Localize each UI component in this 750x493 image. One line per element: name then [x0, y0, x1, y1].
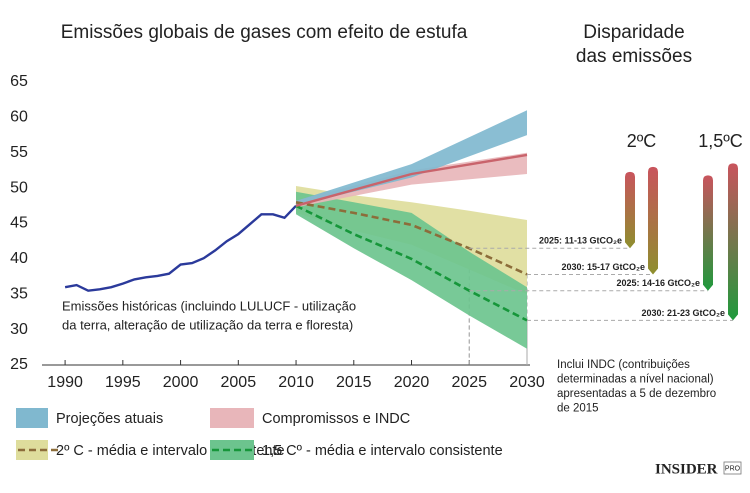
- gap-title: Disparidade: [583, 22, 684, 43]
- y-tick-label: 55: [10, 144, 28, 161]
- note: apresentadas a 5 de dezembro: [557, 388, 716, 400]
- median-line: [295, 204, 528, 322]
- range-band: [296, 191, 527, 349]
- series-annotation: Emissões históricas (incluindo LULUCF - …: [62, 298, 356, 313]
- note: de 2015: [557, 403, 599, 415]
- legend-swatch: [16, 408, 48, 428]
- x-tick-label: 1990: [47, 374, 83, 391]
- gap-bar: [648, 166, 658, 275]
- y-tick-label: 65: [10, 73, 28, 90]
- legend-label: Compromissos e INDC: [262, 411, 410, 427]
- legend-swatch: [210, 440, 254, 460]
- chart-title: Emissões globais de gases com efeito de …: [61, 22, 468, 43]
- x-tick-label: 2005: [221, 374, 257, 391]
- x-tick-label: 2020: [394, 374, 430, 391]
- y-tick-label: 60: [10, 109, 28, 126]
- y-tick-label: 40: [10, 250, 28, 267]
- x-tick-label: 2010: [278, 374, 314, 391]
- gap-heading: 2ºC: [627, 131, 657, 151]
- x-tick-label: 2000: [163, 374, 199, 391]
- x-tick-label: 2015: [336, 374, 372, 391]
- series-annotation: da terra, alteração de utilização da ter…: [62, 317, 353, 332]
- logo-badge-box: [723, 461, 742, 475]
- gap-label: 2025: 11-13 GtCO₂e: [539, 236, 622, 246]
- note: Inclui INDC (contribuições: [557, 359, 690, 371]
- series-line: [295, 153, 528, 207]
- logo-badge: PRO: [725, 465, 741, 472]
- x-tick-label: 2025: [451, 374, 487, 391]
- y-tick-label: 45: [10, 215, 28, 232]
- y-tick-label: 35: [10, 285, 28, 302]
- gap-title: das emissões: [576, 46, 692, 67]
- x-tick-label: 1995: [105, 374, 141, 391]
- range-band: [296, 110, 527, 206]
- series-line: [64, 204, 297, 292]
- median-line: [295, 201, 528, 276]
- y-tick-label: 25: [10, 356, 28, 373]
- gap-bar: [728, 163, 738, 321]
- gap-heading: 1,5ºC: [698, 131, 743, 151]
- y-tick-label: 50: [10, 179, 28, 196]
- gap-bar: [625, 171, 635, 249]
- range-band: [296, 152, 527, 208]
- logo-text: INSIDER: [655, 461, 718, 477]
- legend-label: 1,5 Cº - média e intervalo consistente: [262, 443, 503, 459]
- x-tick-label: 2030: [509, 374, 545, 391]
- note: determinadas a nível nacional): [557, 374, 714, 386]
- legend-label: Projeções atuais: [56, 411, 163, 427]
- gap-label: 2025: 14-16 GtCO₂e: [616, 278, 700, 288]
- gap-label: 2030: 21-23 GtCO₂e: [641, 308, 725, 318]
- gap-bar: [703, 175, 713, 291]
- legend-swatch: [210, 408, 254, 428]
- gap-label: 2030: 15-17 GtCO₂e: [561, 262, 645, 272]
- y-tick-label: 30: [10, 321, 28, 338]
